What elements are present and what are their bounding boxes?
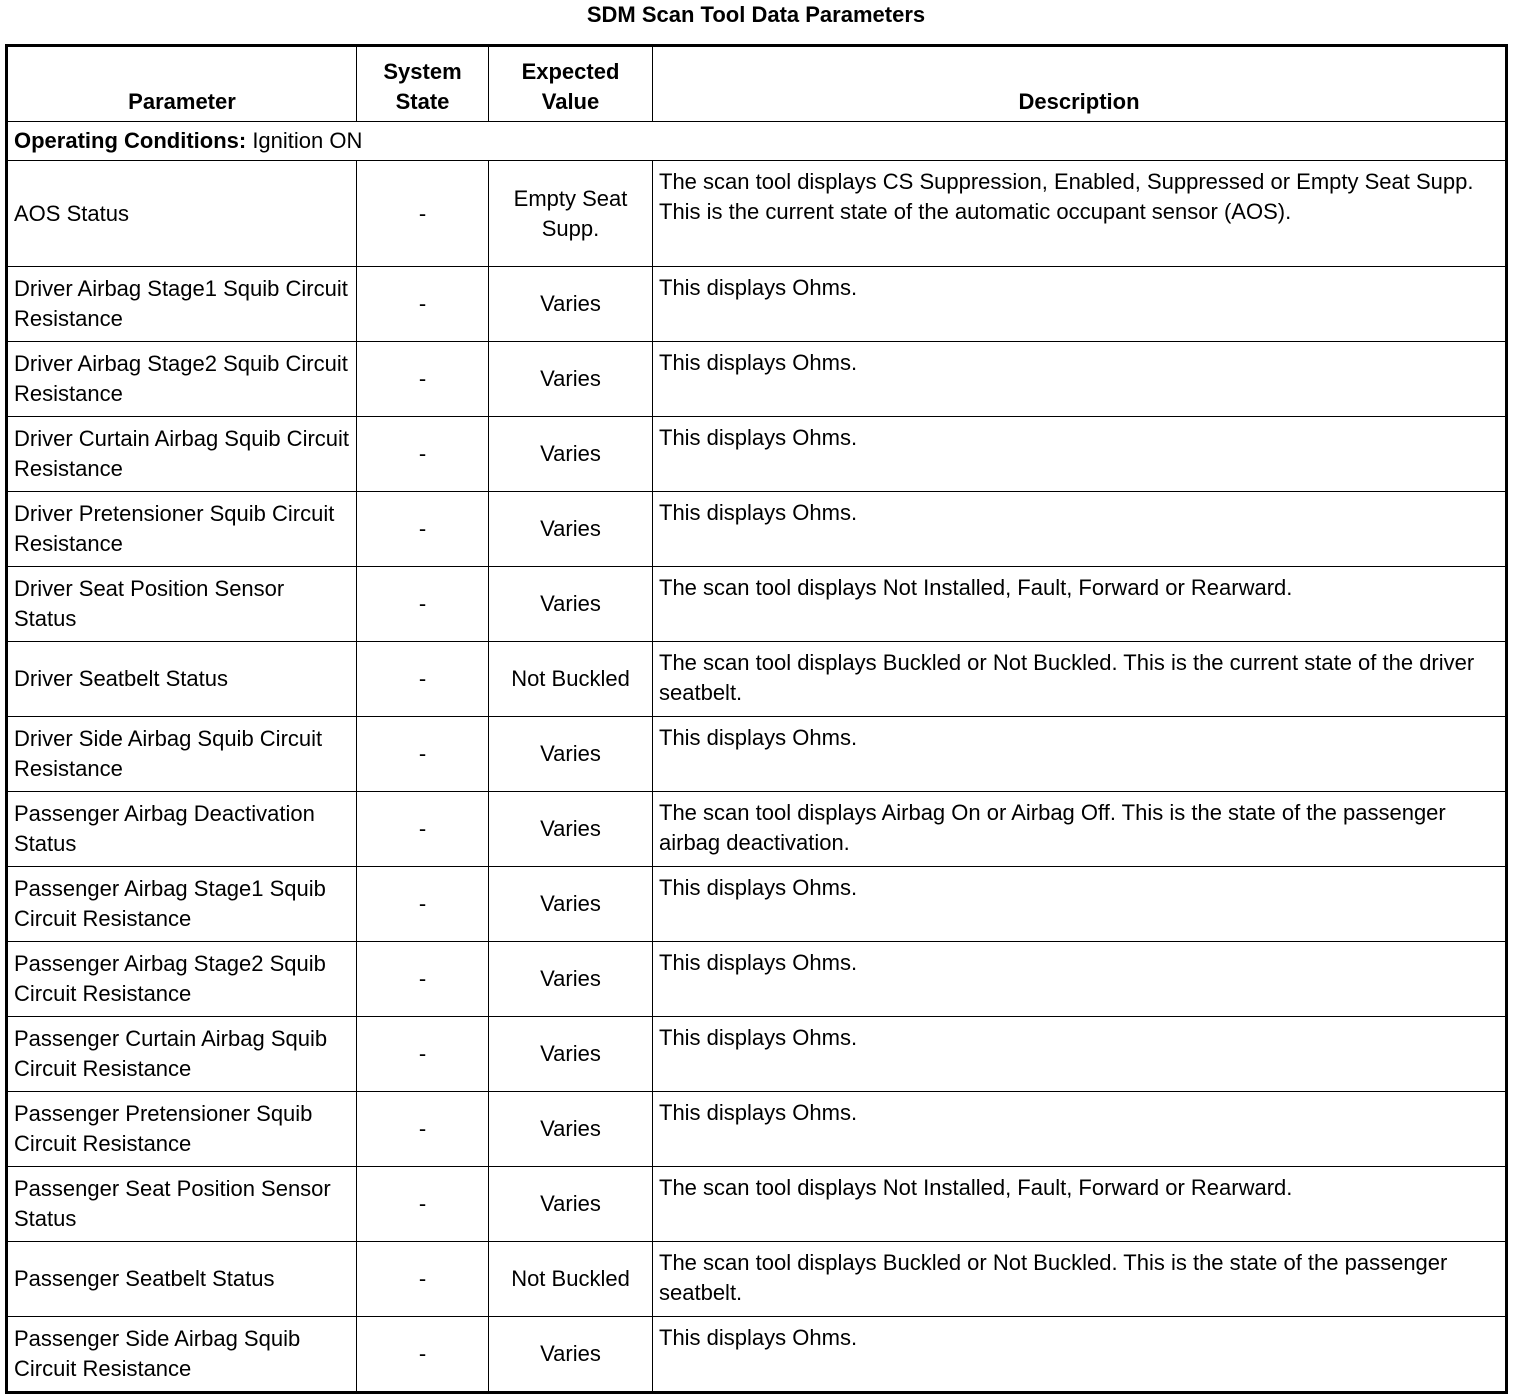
table-row: Passenger Airbag Stage2 Squib Circuit Re… [6,941,1507,1017]
header-expected-value: Expected Value [488,45,653,122]
table-row: Driver Seatbelt Status - Not Buckled The sc… [6,641,1507,717]
parameter-cell: AOS Status [6,160,357,267]
system-state-cell: - [356,1241,489,1317]
description-cell: This displays Ohms. [652,866,1507,942]
expected-value-cell: Varies [488,791,653,867]
table-row: Driver Airbag Stage1 Squib Circuit Resis… [6,266,1507,342]
table-row: AOS Status - Empty Seat Supp. The scan tool… [6,160,1507,267]
system-state-cell: - [356,941,489,1017]
expected-value-cell: Varies [488,491,653,567]
parameter-cell: Passenger Seatbelt Status [6,1241,357,1317]
system-state-cell: - [356,866,489,942]
scan-tool-data-table: Parameter System State Expected Value De… [5,44,1508,1394]
operating-conditions-label: Operating Conditions: [14,128,247,153]
table-row: Passenger Seatbelt Status - Not Buckled The… [6,1241,1507,1317]
description-cell: This displays Ohms. [652,341,1507,417]
expected-value-cell: Varies [488,1016,653,1092]
table-title: SDM Scan Tool Data Parameters [586,2,926,27]
expected-value-cell: Varies [488,566,653,642]
description-cell: This displays Ohms. [652,266,1507,342]
system-state-cell: - [356,341,489,417]
parameter-cell: Passenger Seat Position Sensor Status [6,1166,357,1242]
operating-conditions: Operating Conditions: Ignition ON [6,121,1507,161]
expected-value-cell: Not Buckled [488,1241,653,1317]
parameter-cell: Passenger Airbag Stage1 Squib Circuit Re… [6,866,357,942]
table-row: Passenger Side Airbag Squib Circuit Resi… [6,1316,1507,1393]
description-cell: This displays Ohms. [652,491,1507,567]
system-state-cell: - [356,1091,489,1167]
system-state-cell: - [356,641,489,717]
table-row: Driver Side Airbag Squib Circuit Resista… [6,716,1507,792]
system-state-cell: - [356,716,489,792]
table-row: Driver Pretensioner Squib Circuit Resist… [6,491,1507,567]
operating-conditions-row: Operating Conditions: Ignition ON [6,121,1507,161]
system-state-cell: - [356,491,489,567]
header-system-state: System State [356,45,489,122]
description-cell: The scan tool displays Buckled or Not Bu… [652,641,1507,717]
operating-conditions-value: Ignition ON [246,128,363,153]
description-cell: This displays Ohms. [652,1316,1507,1393]
description-cell: This displays Ohms. [652,416,1507,492]
expected-value-cell: Varies [488,1166,653,1242]
description-cell: This displays Ohms. [652,1016,1507,1092]
parameter-cell: Driver Side Airbag Squib Circuit Resista… [6,716,357,792]
description-cell: This displays Ohms. [652,941,1507,1017]
description-cell: The scan tool displays Airbag On or Airb… [652,791,1507,867]
expected-value-cell: Not Buckled [488,641,653,717]
description-cell: The scan tool displays Buckled or Not Bu… [652,1241,1507,1317]
system-state-cell: - [356,266,489,342]
table-row: Passenger Airbag Deactivation Status - Var… [6,791,1507,867]
system-state-cell: - [356,791,489,867]
description-cell: This displays Ohms. [652,716,1507,792]
header-parameter: Parameter [6,45,357,122]
system-state-cell: - [356,1166,489,1242]
system-state-cell: - [356,1316,489,1393]
expected-value-cell: Varies [488,341,653,417]
parameter-cell: Driver Airbag Stage1 Squib Circuit Resis… [6,266,357,342]
expected-value-cell: Varies [488,941,653,1017]
parameter-cell: Driver Airbag Stage2 Squib Circuit Resis… [6,341,357,417]
table-row: Passenger Curtain Airbag Squib Circuit R… [6,1016,1507,1092]
parameter-cell: Passenger Curtain Airbag Squib Circuit R… [6,1016,357,1092]
parameter-cell: Passenger Side Airbag Squib Circuit Resi… [6,1316,357,1393]
table-row: Driver Seat Position Sensor Status - Varie… [6,566,1507,642]
system-state-cell: - [356,416,489,492]
expected-value-cell: Varies [488,266,653,342]
table-row: Passenger Seat Position Sensor Status - Va… [6,1166,1507,1242]
parameter-cell: Passenger Airbag Deactivation Status [6,791,357,867]
expected-value-cell: Empty Seat Supp. [488,160,653,267]
expected-value-cell: Varies [488,716,653,792]
parameter-cell: Passenger Pretensioner Squib Circuit Res… [6,1091,357,1167]
parameter-cell: Driver Seat Position Sensor Status [6,566,357,642]
description-cell: The scan tool displays Not Installed, Fa… [652,566,1507,642]
parameter-cell: Driver Seatbelt Status [6,641,357,717]
description-cell: The scan tool displays CS Suppression, E… [652,160,1507,267]
expected-value-cell: Varies [488,1091,653,1167]
system-state-cell: - [356,160,489,267]
parameter-cell: Driver Curtain Airbag Squib Circuit Resi… [6,416,357,492]
description-cell: This displays Ohms. [652,1091,1507,1167]
header-row: Parameter System State Expected Value De… [6,45,1507,122]
system-state-cell: - [356,1016,489,1092]
description-cell: The scan tool displays Not Installed, Fa… [652,1166,1507,1242]
table-row: Driver Airbag Stage2 Squib Circuit Resis… [6,341,1507,417]
table-row: Driver Curtain Airbag Squib Circuit Resi… [6,416,1507,492]
expected-value-cell: Varies [488,416,653,492]
parameter-cell: Driver Pretensioner Squib Circuit Resist… [6,491,357,567]
parameter-cell: Passenger Airbag Stage2 Squib Circuit Re… [6,941,357,1017]
table-row: Passenger Pretensioner Squib Circuit Res… [6,1091,1507,1167]
table-row: Passenger Airbag Stage1 Squib Circuit Re… [6,866,1507,942]
system-state-cell: - [356,566,489,642]
header-description: Description [652,45,1507,122]
expected-value-cell: Varies [488,866,653,942]
expected-value-cell: Varies [488,1316,653,1393]
